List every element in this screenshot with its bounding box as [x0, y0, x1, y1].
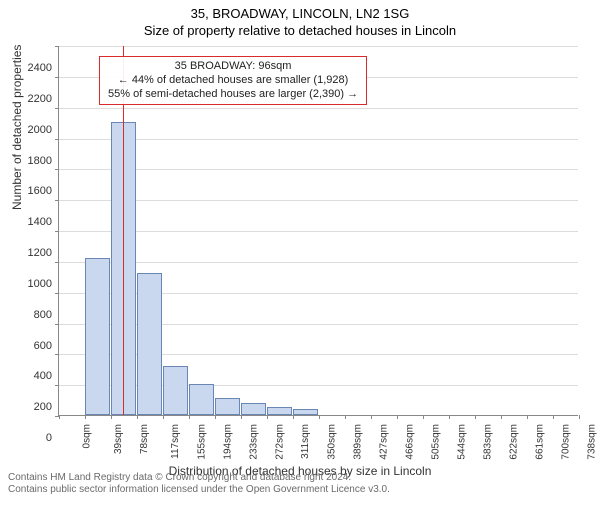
- gridline: [59, 169, 578, 170]
- xtick-mark: [59, 415, 60, 419]
- xtick-label: 311sqm: [300, 424, 311, 459]
- xtick-mark: [345, 415, 346, 419]
- gridline: [59, 231, 578, 232]
- ytick-label: 800: [12, 309, 52, 321]
- gridline: [59, 262, 578, 263]
- ytick-label: 200: [12, 401, 52, 413]
- xtick-mark: [137, 415, 138, 419]
- ytick-label: 2200: [12, 93, 52, 105]
- ytick-label: 2000: [12, 124, 52, 136]
- xtick-mark: [553, 415, 554, 419]
- xtick-label: 0sqm: [81, 424, 92, 448]
- xtick-label: 427sqm: [379, 424, 390, 460]
- ytick-label: 1200: [12, 247, 52, 259]
- ytick-mark: [55, 324, 59, 325]
- page-title-line2: Size of property relative to detached ho…: [0, 23, 600, 38]
- xtick-mark: [241, 415, 242, 419]
- annotation-box: 35 BROADWAY: 96sqm← 44% of detached hous…: [99, 56, 367, 105]
- gridline: [59, 200, 578, 201]
- ytick-label: 0: [12, 432, 52, 444]
- xtick-mark: [163, 415, 164, 419]
- gridline: [59, 46, 578, 47]
- ytick-label: 1400: [12, 216, 52, 228]
- xtick-label: 622sqm: [509, 424, 520, 460]
- attribution-footer: Contains HM Land Registry data © Crown c…: [8, 472, 390, 496]
- xtick-mark: [319, 415, 320, 419]
- ytick-label: 2400: [12, 62, 52, 74]
- xtick-mark: [527, 415, 528, 419]
- xtick-label: 117sqm: [170, 424, 181, 459]
- xtick-label: 194sqm: [223, 424, 234, 460]
- xtick-mark: [371, 415, 372, 419]
- xtick-label: 233sqm: [249, 424, 260, 460]
- ytick-mark: [55, 293, 59, 294]
- histogram-bar: [189, 384, 214, 415]
- xtick-label: 700sqm: [561, 424, 572, 460]
- ytick-mark: [55, 231, 59, 232]
- xtick-mark: [423, 415, 424, 419]
- ytick-mark: [55, 77, 59, 78]
- ytick-label: 1600: [12, 185, 52, 197]
- annotation-line: 55% of semi-detached houses are larger (…: [108, 88, 358, 102]
- histogram-bar: [163, 366, 188, 415]
- ytick-mark: [55, 262, 59, 263]
- footer-line: Contains HM Land Registry data © Crown c…: [8, 472, 390, 484]
- ytick-mark: [55, 354, 59, 355]
- xtick-mark: [397, 415, 398, 419]
- xtick-label: 350sqm: [327, 424, 338, 460]
- xtick-label: 389sqm: [353, 424, 364, 460]
- xtick-label: 583sqm: [483, 424, 494, 460]
- ytick-mark: [55, 46, 59, 47]
- ytick-mark: [55, 108, 59, 109]
- xtick-mark: [501, 415, 502, 419]
- ytick-label: 600: [12, 340, 52, 352]
- histogram-bar: [267, 407, 292, 415]
- page-title-line1: 35, BROADWAY, LINCOLN, LN2 1SG: [0, 6, 600, 21]
- histogram-bar: [293, 409, 318, 415]
- xtick-label: 78sqm: [139, 424, 150, 454]
- ytick-label: 1800: [12, 155, 52, 167]
- xtick-label: 155sqm: [197, 424, 208, 460]
- gridline: [59, 139, 578, 140]
- histogram-chart: 0sqm39sqm78sqm117sqm155sqm194sqm233sqm27…: [58, 46, 578, 416]
- gridline: [59, 108, 578, 109]
- xtick-label: 738sqm: [587, 424, 598, 460]
- xtick-mark: [475, 415, 476, 419]
- xtick-label: 505sqm: [431, 424, 442, 460]
- xtick-label: 544sqm: [457, 424, 468, 460]
- xtick-mark: [215, 415, 216, 419]
- xtick-label: 466sqm: [405, 424, 416, 460]
- xtick-mark: [579, 415, 580, 419]
- xtick-label: 661sqm: [535, 424, 546, 460]
- xtick-label: 272sqm: [275, 424, 286, 460]
- ytick-label: 1000: [12, 278, 52, 290]
- xtick-mark: [85, 415, 86, 419]
- xtick-mark: [267, 415, 268, 419]
- xtick-mark: [111, 415, 112, 419]
- ytick-mark: [55, 385, 59, 386]
- annotation-line: ← 44% of detached houses are smaller (1,…: [108, 74, 358, 88]
- histogram-bar: [137, 273, 162, 415]
- xtick-mark: [189, 415, 190, 419]
- xtick-mark: [449, 415, 450, 419]
- plot-area: 0sqm39sqm78sqm117sqm155sqm194sqm233sqm27…: [58, 46, 578, 416]
- xtick-label: 39sqm: [113, 424, 124, 454]
- histogram-bar: [215, 398, 240, 415]
- ytick-mark: [55, 139, 59, 140]
- xtick-mark: [293, 415, 294, 419]
- ytick-mark: [55, 169, 59, 170]
- histogram-bar: [241, 403, 266, 415]
- ytick-mark: [55, 200, 59, 201]
- histogram-bar: [85, 258, 110, 415]
- annotation-line: 35 BROADWAY: 96sqm: [108, 60, 358, 74]
- footer-line: Contains public sector information licen…: [8, 484, 390, 496]
- ytick-label: 400: [12, 370, 52, 382]
